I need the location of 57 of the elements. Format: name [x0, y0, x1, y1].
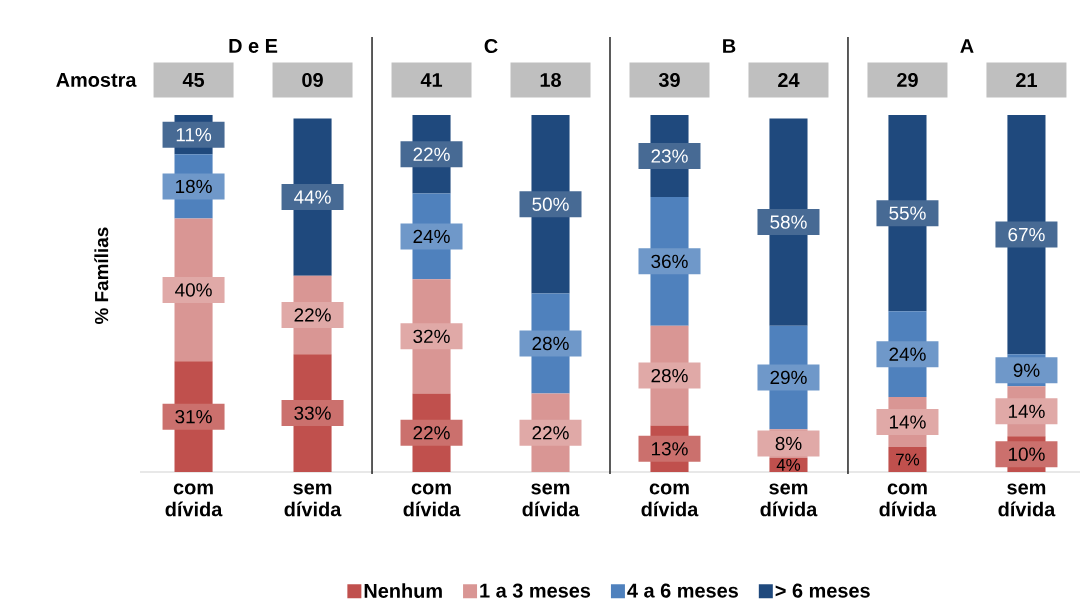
data-label: 55%	[889, 206, 926, 220]
legend-label: 1 a 3 meses	[480, 583, 591, 598]
text: 09	[302, 72, 323, 88]
text: 29	[897, 72, 918, 88]
data-label: 22%	[413, 426, 450, 440]
data-label: 18%	[176, 179, 212, 194]
data-label: 28%	[651, 368, 688, 383]
data-label: 4%	[776, 458, 801, 471]
text: 18	[540, 72, 561, 88]
x-tick-label: com dívida	[165, 483, 223, 517]
text: 21	[1016, 73, 1037, 87]
data-label: 7%	[896, 453, 920, 466]
data-label: 31%	[175, 409, 212, 424]
legend-label: Nenhum	[364, 583, 442, 598]
text: 39	[658, 72, 680, 88]
x-tick-label: com dívida	[641, 483, 699, 517]
data-label: 22%	[294, 308, 331, 322]
data-label: 40%	[175, 283, 212, 297]
x-tick-label: sem dívida	[998, 483, 1056, 517]
x-tick-label: com dívida	[879, 483, 937, 517]
text: B	[723, 39, 736, 53]
text: 24	[778, 73, 800, 87]
legend-label: > 6 meses	[775, 583, 870, 598]
data-label: 9%	[1013, 363, 1040, 377]
data-label: 29%	[770, 370, 807, 385]
data-label: 44%	[294, 190, 331, 204]
text: 45	[182, 73, 205, 87]
x-tick-label: sem dívida	[522, 483, 580, 517]
text: 41	[420, 73, 443, 87]
data-label: 28%	[532, 336, 569, 351]
data-label: 58%	[770, 215, 807, 229]
data-label: 13%	[651, 442, 688, 456]
bar	[888, 447, 927, 472]
text: A	[960, 39, 974, 53]
text: Amostra	[56, 73, 137, 87]
data-label: 50%	[532, 197, 569, 211]
x-tick-label: sem dívida	[760, 483, 818, 517]
data-label: 22%	[532, 426, 569, 440]
data-label: 22%	[413, 147, 450, 161]
legend-label: 4 a 6 meses	[627, 583, 738, 598]
data-label: 8%	[775, 436, 802, 451]
data-label: 36%	[651, 254, 688, 269]
data-label: 67%	[1008, 227, 1045, 242]
data-label: 24%	[413, 229, 450, 244]
data-label: 24%	[889, 347, 926, 361]
data-label: 32%	[413, 329, 450, 344]
data-label: 14%	[889, 415, 926, 429]
x-tick-label: sem dívida	[284, 483, 342, 517]
data-label: 33%	[294, 406, 331, 420]
text: D e E	[229, 39, 278, 53]
y-axis-title: % Famílias	[94, 227, 109, 325]
x-tick-label: com dívida	[403, 483, 461, 517]
data-label: 11%	[176, 128, 212, 142]
data-label: 10%	[1008, 447, 1045, 461]
text: C	[484, 38, 498, 54]
data-label: 23%	[651, 149, 688, 163]
data-label: 14%	[1008, 404, 1045, 418]
